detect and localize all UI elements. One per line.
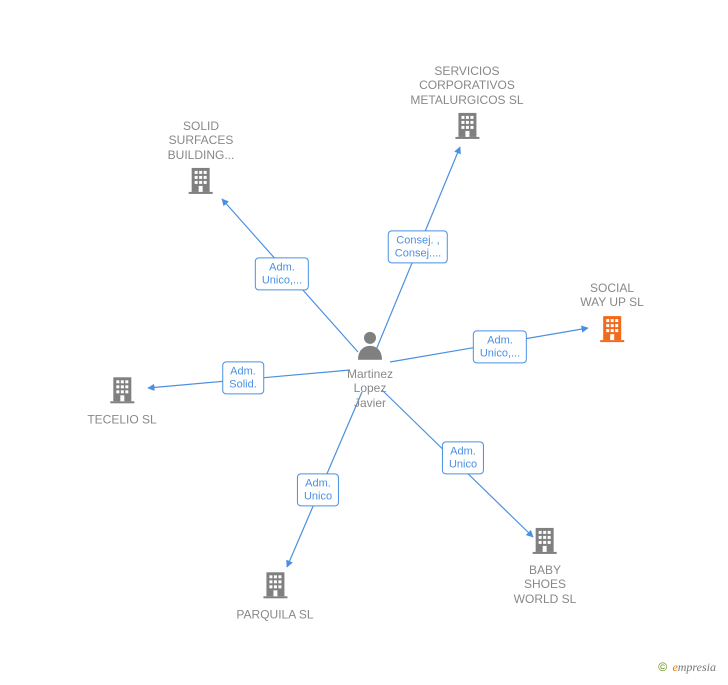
node-label: SOLID SURFACES BUILDING... [168, 119, 235, 162]
edge-label[interactable]: Consej. , Consej.... [388, 230, 448, 263]
company-node-tecelio[interactable]: TECELIO SL [87, 373, 156, 426]
brand-rest: mpresia [678, 660, 716, 674]
node-label: TECELIO SL [87, 412, 156, 426]
building-icon [259, 568, 291, 600]
diagram-canvas: Martinez Lopez Javier SOLID SURFACES BUIL… [0, 0, 728, 685]
node-label: PARQUILA SL [236, 607, 313, 621]
person-icon [356, 330, 384, 360]
building-icon [451, 109, 483, 146]
edge-label[interactable]: Adm. Unico,... [473, 330, 527, 363]
building-icon [106, 373, 138, 405]
node-label: BABY SHOES WORLD SL [514, 563, 577, 606]
company-node-social[interactable]: SOCIAL WAY UP SL [580, 281, 644, 349]
building-icon [185, 164, 217, 201]
edge-label[interactable]: Adm. Unico [442, 441, 484, 474]
building-icon [596, 312, 628, 344]
building-icon [259, 568, 291, 605]
copyright-symbol: © [658, 660, 667, 674]
node-label: SERVICIOS CORPORATIVOS METALURGICOS SL [410, 64, 523, 107]
edge-label[interactable]: Adm. Solid. [222, 361, 264, 394]
company-node-solid[interactable]: SOLID SURFACES BUILDING... [168, 119, 235, 201]
building-icon [185, 164, 217, 196]
edge-label[interactable]: Adm. Unico [297, 473, 339, 506]
company-node-servicios[interactable]: SERVICIOS CORPORATIVOS METALURGICOS SL [410, 64, 523, 146]
person-icon [356, 330, 384, 365]
building-icon [529, 524, 561, 556]
building-icon [451, 109, 483, 141]
footer-brand: © empresia [658, 660, 716, 675]
center-person-node[interactable]: Martinez Lopez Javier [347, 330, 393, 410]
node-label: SOCIAL WAY UP SL [580, 281, 644, 310]
company-node-parquila[interactable]: PARQUILA SL [236, 568, 313, 621]
building-icon [596, 312, 628, 349]
building-icon [106, 373, 138, 410]
edge-label[interactable]: Adm. Unico,... [255, 257, 309, 290]
company-node-baby[interactable]: BABY SHOES WORLD SL [514, 524, 577, 606]
node-label: Martinez Lopez Javier [347, 367, 393, 410]
building-icon [529, 524, 561, 561]
